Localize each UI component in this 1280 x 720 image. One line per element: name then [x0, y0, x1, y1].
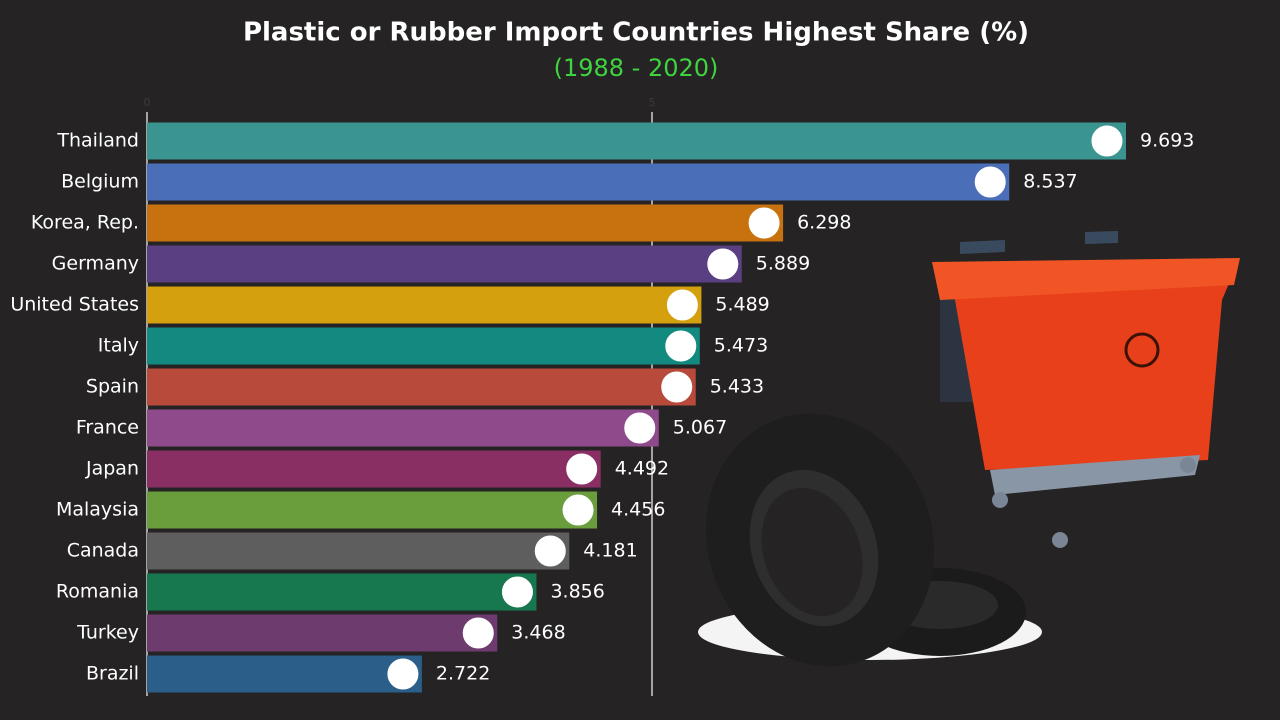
y-tick-label: Turkey	[76, 622, 139, 644]
y-tick-label: Spain	[86, 376, 139, 398]
bar	[147, 286, 702, 324]
value-label: 4.181	[583, 540, 637, 562]
y-tick-label: Romania	[56, 581, 139, 603]
flag	[747, 206, 781, 240]
value-label: 5.889	[756, 253, 810, 275]
value-label: 5.067	[673, 417, 727, 439]
chart-title: Plastic or Rubber Import Countries Highe…	[243, 18, 1029, 48]
flag	[565, 452, 599, 486]
flag	[665, 288, 699, 322]
flag	[386, 657, 420, 691]
y-tick-label: United States	[10, 294, 139, 316]
value-label: 2.722	[436, 663, 490, 685]
y-tick-label: Italy	[98, 335, 139, 357]
flag	[1090, 124, 1124, 158]
chart-subtitle: (1988 - 2020)	[554, 54, 719, 82]
value-label: 8.537	[1023, 171, 1077, 193]
x-tick-label: 0	[144, 96, 151, 109]
bar	[147, 122, 1126, 160]
y-tick-label: Thailand	[56, 130, 139, 152]
flag	[660, 370, 694, 404]
decoration-bin	[932, 231, 1240, 548]
bar	[147, 327, 700, 365]
y-tick-label: Japan	[85, 458, 139, 480]
flag	[973, 165, 1007, 199]
y-tick-label: Canada	[67, 540, 139, 562]
bar	[147, 573, 537, 611]
y-tick-label: France	[76, 417, 139, 439]
flag	[664, 329, 698, 363]
y-tick-label: Germany	[52, 253, 139, 275]
value-label: 3.856	[550, 581, 604, 603]
flag	[533, 534, 567, 568]
bar	[147, 409, 659, 447]
value-label: 4.456	[611, 499, 665, 521]
x-tick-label: 5	[649, 96, 656, 109]
value-label: 3.468	[511, 622, 565, 644]
value-label: 5.433	[710, 376, 764, 398]
bar	[147, 368, 696, 406]
bar	[147, 491, 598, 529]
value-label: 5.489	[715, 294, 769, 316]
value-label: 4.492	[615, 458, 669, 480]
y-tick-label: Korea, Rep.	[31, 212, 139, 234]
bar	[147, 655, 422, 693]
y-tick-label: Malaysia	[56, 499, 139, 521]
y-tick-label: Belgium	[61, 171, 139, 193]
bar	[147, 532, 570, 570]
flag	[561, 493, 595, 527]
bar	[147, 450, 601, 488]
flag	[500, 575, 534, 609]
decoration-tires	[698, 413, 1042, 667]
flag	[706, 247, 740, 281]
bar	[147, 204, 784, 242]
flag	[461, 616, 495, 650]
bar	[147, 614, 498, 652]
y-tick-label: Brazil	[86, 663, 139, 685]
flag	[623, 411, 657, 445]
value-label: 9.693	[1140, 130, 1194, 152]
value-label: 6.298	[797, 212, 851, 234]
value-label: 5.473	[714, 335, 768, 357]
bar	[147, 245, 742, 283]
bar	[147, 163, 1010, 201]
